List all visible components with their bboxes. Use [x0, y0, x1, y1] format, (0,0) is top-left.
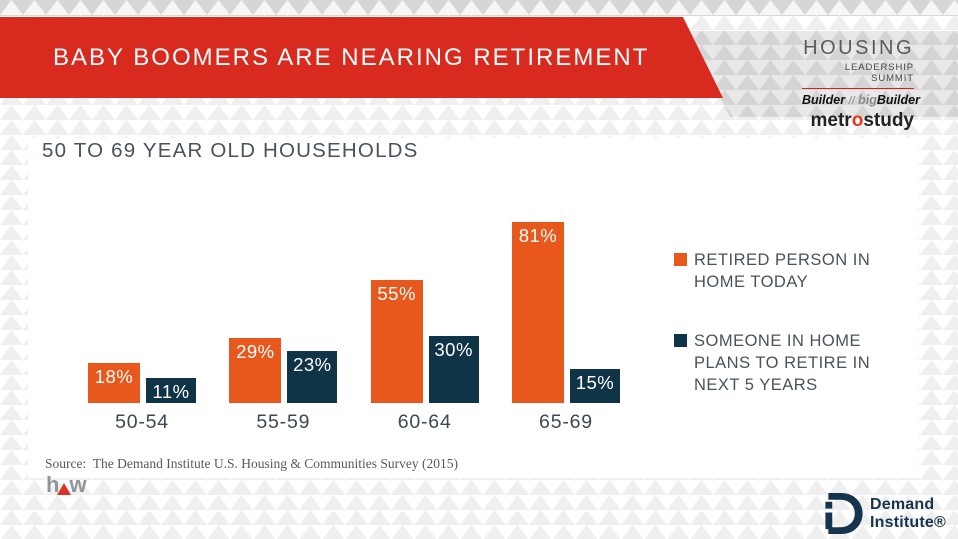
metrostudy-logo: metrostudy: [802, 110, 914, 132]
hw-logo-w: w: [69, 472, 87, 497]
bar-retired: 81%: [511, 222, 564, 403]
event-logo-block: HOUSING LEADERSHIP SUMMIT Builder // big…: [802, 36, 920, 132]
x-axis-labels: 50-54 55-59 60-64 65-69: [88, 411, 620, 434]
builder-logo-separator: //: [848, 95, 855, 107]
source-note: Source: The Demand Institute U.S. Housin…: [45, 456, 458, 471]
bar-plans: 15%: [569, 369, 620, 403]
title-banner: BABY BOOMERS ARE NEARING RETIREMENT: [0, 17, 723, 98]
x-axis-label: 55-59: [256, 411, 311, 433]
bar-group: 55% 30%: [370, 280, 479, 403]
builder-logo-part2: Builder: [876, 93, 920, 107]
demand-institute-wordmark: Demand Institute®: [870, 496, 946, 532]
demand-institute-logo: Demand Institute®: [824, 491, 946, 536]
legend-swatch-retired: [674, 253, 687, 266]
bar-group: 18% 11%: [88, 363, 196, 403]
bar-retired: 55%: [370, 280, 423, 403]
builder-logo-part1: Builder: [802, 93, 846, 107]
legend-swatch-plans: [674, 334, 687, 347]
demand-institute-line2: Institute®: [870, 513, 947, 531]
hw-triangle-icon: [57, 483, 72, 495]
legend-item: SOMEONE IN HOME PLANS TO RETIRE IN NEXT …: [674, 330, 904, 396]
slide-title: BABY BOOMERS ARE NEARING RETIREMENT: [53, 43, 650, 71]
bar-plans: 30%: [428, 336, 479, 403]
bar-plans: 23%: [287, 351, 338, 403]
bar-value-label: 23%: [293, 354, 332, 375]
bar-retired: 29%: [229, 338, 282, 403]
builder-logo: Builder // bigBuilder: [802, 93, 920, 108]
bar-value-label: 30%: [434, 339, 473, 360]
bar-value-label: 29%: [236, 341, 275, 362]
x-axis-label: 50-54: [115, 411, 169, 433]
demand-institute-monogram-icon: [825, 492, 863, 535]
bar-group: 29% 23%: [229, 338, 338, 403]
demand-institute-line1: Demand: [870, 495, 935, 513]
bar-chart: 18% 11% 29% 23% 55% 30% 81% 15%: [88, 219, 620, 403]
builder-logo-big: big: [858, 93, 877, 107]
metrostudy-logo-post: study: [863, 110, 914, 131]
bar-value-label: 15%: [575, 372, 615, 393]
bar-value-label: 55%: [377, 283, 416, 304]
x-axis-label: 65-69: [539, 411, 593, 433]
bar-group: 81% 15%: [511, 222, 620, 403]
chart-title: 50 TO 69 YEAR OLD HOUSEHOLDS: [42, 139, 419, 162]
metrostudy-logo-o-icon: o: [851, 110, 864, 131]
chart-legend: RETIRED PERSON IN HOME TODAY SOMEONE IN …: [674, 249, 904, 396]
housing-summit-logo-line2: LEADERSHIP SUMMIT: [844, 62, 914, 84]
legend-item: RETIRED PERSON IN HOME TODAY: [674, 249, 904, 293]
hw-logo-h: h: [46, 472, 60, 497]
legend-label: SOMEONE IN HOME PLANS TO RETIRE IN NEXT …: [694, 332, 871, 394]
x-axis-label: 60-64: [397, 411, 452, 433]
metrostudy-logo-pre: metr: [810, 110, 852, 131]
hanley-wood-logo: h w: [46, 474, 87, 496]
bar-value-label: 81%: [518, 225, 558, 246]
summit-logo-divider: [802, 88, 914, 89]
bar-plans: 11%: [146, 378, 196, 403]
housing-summit-logo-line1: HOUSING: [803, 37, 914, 59]
legend-label: RETIRED PERSON IN HOME TODAY: [694, 251, 871, 291]
bar-value-label: 18%: [94, 366, 134, 387]
bar-value-label: 11%: [152, 381, 190, 402]
bar-retired: 18%: [88, 363, 140, 403]
